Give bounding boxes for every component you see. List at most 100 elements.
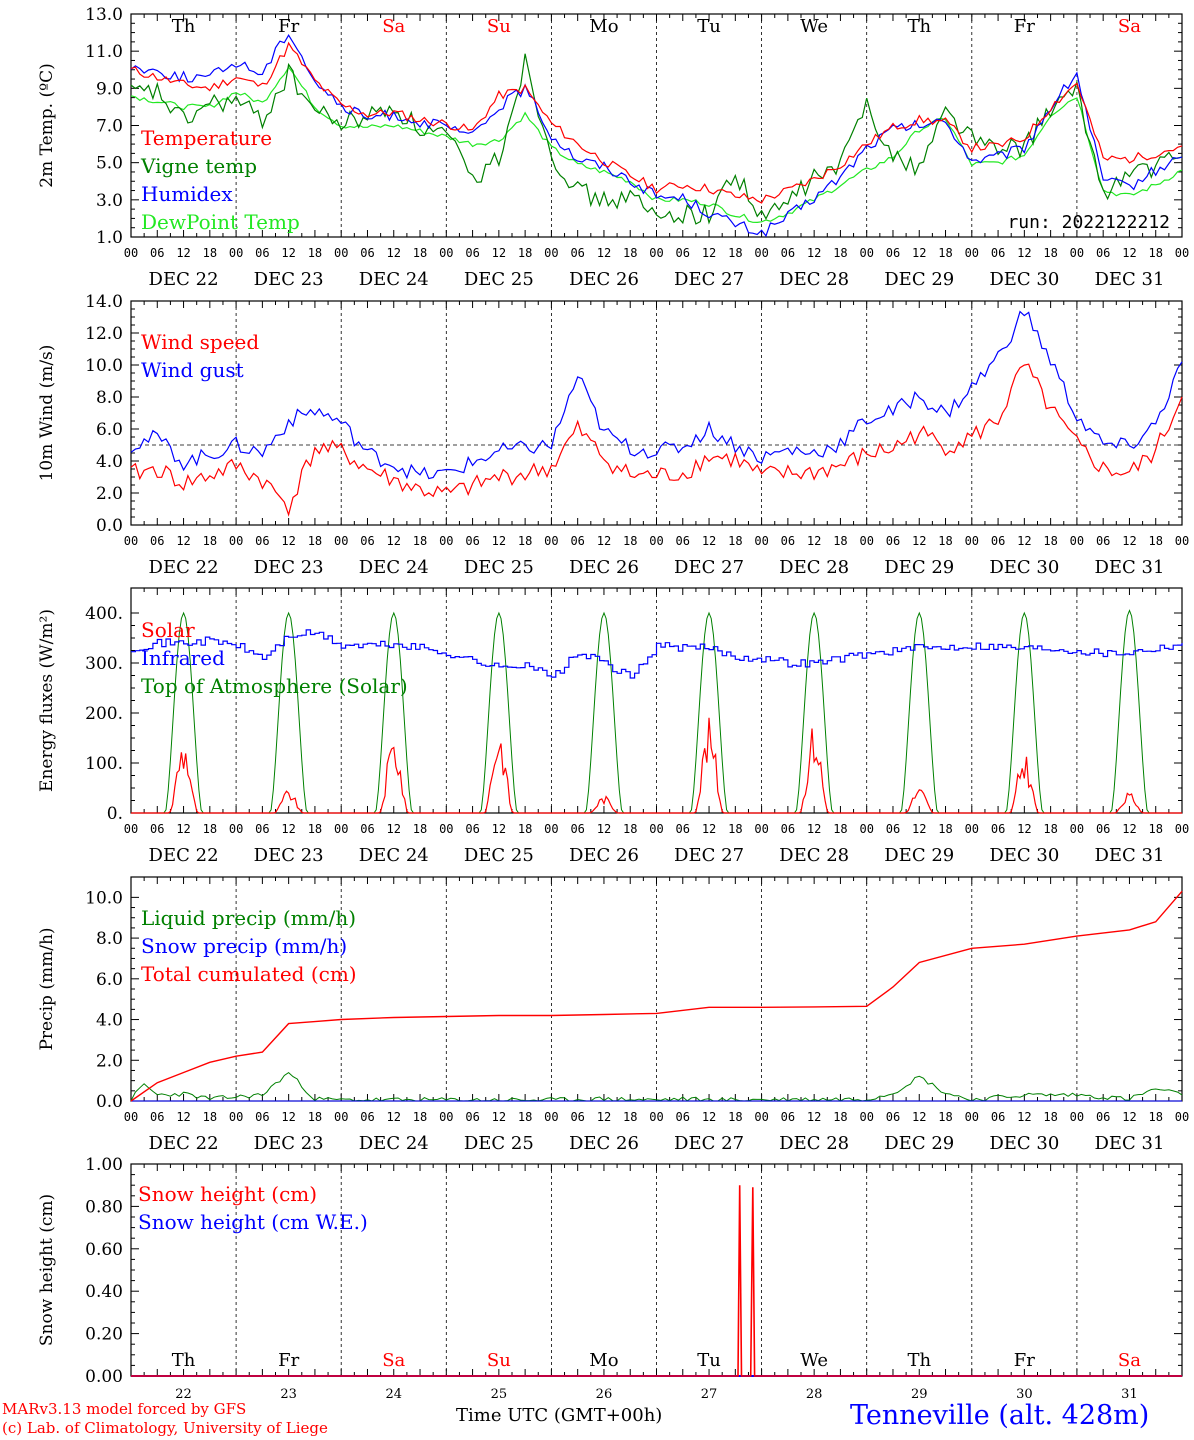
weekday-label-bottom: Su — [487, 1350, 511, 1371]
energy-hour-label: 00 — [334, 822, 348, 836]
energy-hour-label: 00 — [1070, 822, 1084, 836]
precip-hour-label: 00 — [544, 1110, 558, 1124]
energy-hour-label: 00 — [649, 822, 663, 836]
wind-hour-label: 18 — [1043, 534, 1057, 548]
temp-date-label: DEC 29 — [884, 269, 954, 290]
precip-date-label: DEC 23 — [254, 1133, 324, 1154]
energy-legend-1: Infrared — [141, 646, 225, 670]
energy-hour-label: 06 — [255, 822, 269, 836]
energy-hour-label: 18 — [833, 822, 847, 836]
energy-hour-label: 12 — [492, 822, 506, 836]
energy-y-tick-label: 200. — [85, 704, 123, 724]
wind-hour-label: 12 — [597, 534, 611, 548]
temp-date-label: DEC 23 — [254, 269, 324, 290]
weekday-label-bottom: Th — [907, 1350, 931, 1371]
weekday-label-bottom: Tu — [697, 1350, 721, 1371]
day-number-label: 24 — [385, 1387, 402, 1402]
precip-hour-label: 12 — [1122, 1110, 1136, 1124]
energy-plot-frame — [130, 587, 1183, 814]
temp-line-0 — [130, 41, 1183, 204]
wind-hour-label: 18 — [518, 534, 532, 548]
precip-hour-label: 18 — [623, 1110, 637, 1124]
energy-date-label: DEC 25 — [464, 845, 534, 866]
precip-hour-label: 12 — [597, 1110, 611, 1124]
day-number-label: 30 — [1016, 1387, 1033, 1402]
temp-hour-label: 06 — [255, 246, 269, 260]
wind-hour-label: 00 — [1070, 534, 1084, 548]
temp-hour-label: 00 — [124, 246, 138, 260]
energy-y-tick-label: 300. — [85, 654, 123, 674]
energy-hour-label: 06 — [886, 822, 900, 836]
temp-y-tick-label: 3.0 — [96, 191, 123, 211]
precip-hour-label: 12 — [281, 1110, 295, 1124]
energy-hour-label: 06 — [676, 822, 690, 836]
precip-hour-label: 00 — [229, 1110, 243, 1124]
precip-hour-label: 06 — [781, 1110, 795, 1124]
temp-date-label: DEC 27 — [674, 269, 744, 290]
wind-date-label: DEC 25 — [464, 557, 534, 578]
wind-date-label: DEC 28 — [779, 557, 849, 578]
energy-hour-label: 18 — [308, 822, 322, 836]
precip-hour-label: 00 — [649, 1110, 663, 1124]
wind-hour-label: 00 — [334, 534, 348, 548]
wind-hour-label: 12 — [387, 534, 401, 548]
wind-date-label: DEC 31 — [1094, 557, 1164, 578]
weekday-label: We — [800, 16, 828, 37]
wind-date-label: DEC 23 — [254, 557, 324, 578]
temp-hour-label: 12 — [492, 246, 506, 260]
wind-y-tick-label: 6.0 — [96, 420, 123, 440]
energy-hour-label: 12 — [912, 822, 926, 836]
precip-date-label: DEC 25 — [464, 1133, 534, 1154]
wind-hour-label: 06 — [255, 534, 269, 548]
precip-hour-label: 00 — [124, 1110, 138, 1124]
wind-hour-label: 12 — [281, 534, 295, 548]
wind-hour-label: 12 — [492, 534, 506, 548]
wind-hour-label: 12 — [1122, 534, 1136, 548]
energy-legend-2: Top of Atmosphere (Solar) — [141, 674, 408, 698]
snow-y-tick-label: 0.20 — [85, 1325, 123, 1345]
day-number-label: 23 — [280, 1387, 297, 1402]
wind-hour-label: 00 — [965, 534, 979, 548]
wind-hour-label: 00 — [1175, 534, 1189, 548]
energy-y-axis-title: Energy fluxes (W/m²) — [37, 609, 57, 792]
precip-hour-label: 12 — [492, 1110, 506, 1124]
energy-hour-label: 12 — [597, 822, 611, 836]
energy-hour-label: 12 — [281, 822, 295, 836]
day-number-label: 27 — [701, 1387, 718, 1402]
weekday-label-bottom: Mo — [589, 1350, 618, 1371]
snow-legend-1: Snow height (cm W.E.) — [138, 1210, 368, 1234]
wind-hour-label: 06 — [886, 534, 900, 548]
precip-legend-2: Total cumulated (cm) — [141, 962, 357, 986]
energy-hour-label: 12 — [702, 822, 716, 836]
temp-hour-label: 06 — [781, 246, 795, 260]
temp-hour-label: 00 — [334, 246, 348, 260]
temp-date-label: DEC 22 — [149, 269, 219, 290]
energy-hour-label: 18 — [1043, 822, 1057, 836]
temp-date-label: DEC 25 — [464, 269, 534, 290]
snow-y-axis-title: Snow height (cm) — [37, 1194, 57, 1346]
temp-date-label: DEC 30 — [989, 269, 1059, 290]
temp-y-tick-label: 5.0 — [96, 154, 123, 174]
temp-hour-label: 00 — [859, 246, 873, 260]
wind-hour-label: 12 — [807, 534, 821, 548]
temp-date-label: DEC 24 — [359, 269, 429, 290]
x-axis-title: Time UTC (GMT+00h) — [456, 1405, 663, 1426]
wind-hour-label: 06 — [676, 534, 690, 548]
energy-hour-label: 06 — [1096, 822, 1110, 836]
temp-legend-2: Humidex — [141, 182, 233, 206]
day-number-label: 28 — [806, 1387, 823, 1402]
precip-y-axis-title: Precip (mm/h) — [37, 927, 57, 1050]
wind-hour-label: 00 — [649, 534, 663, 548]
temp-hour-label: 06 — [360, 246, 374, 260]
wind-hour-label: 00 — [229, 534, 243, 548]
energy-date-label: DEC 24 — [359, 845, 429, 866]
weekday-label-bottom: We — [800, 1350, 828, 1371]
snow-y-tick-label: 0.40 — [85, 1282, 123, 1302]
temp-legend-1: Vigne temp — [140, 154, 257, 178]
weekday-label-bottom: Sa — [1118, 1350, 1141, 1371]
energy-hour-label: 12 — [1122, 822, 1136, 836]
temp-hour-label: 18 — [518, 246, 532, 260]
temp-y-tick-label: 7.0 — [96, 117, 123, 137]
wind-hour-label: 00 — [124, 534, 138, 548]
weekday-label-bottom: Th — [172, 1350, 196, 1371]
